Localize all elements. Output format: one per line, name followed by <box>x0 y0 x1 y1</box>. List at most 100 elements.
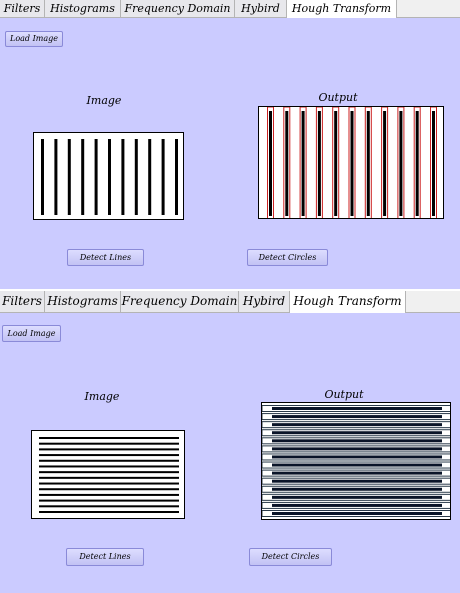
bar <box>81 139 85 215</box>
bar <box>148 139 152 215</box>
bar <box>262 413 450 421</box>
bar <box>262 445 450 453</box>
output-image <box>261 402 451 520</box>
tab-hybird[interactable]: Hybird <box>239 291 290 312</box>
detect-circles-button[interactable]: Detect Circles <box>249 548 332 566</box>
bar <box>161 139 165 215</box>
bar <box>39 448 179 451</box>
bar <box>121 139 125 215</box>
detect-lines-button[interactable]: Detect Lines <box>66 548 144 566</box>
bar <box>272 407 442 410</box>
bar <box>262 453 450 461</box>
input-image <box>31 430 185 519</box>
bar <box>39 459 179 462</box>
bar <box>272 512 442 515</box>
bar <box>267 107 274 218</box>
tab-histograms[interactable]: Histograms <box>45 0 121 17</box>
bar <box>413 107 421 218</box>
bar <box>383 111 387 216</box>
bar <box>350 111 354 216</box>
bar <box>272 487 442 491</box>
image-label: Image <box>86 94 122 107</box>
bar <box>39 505 179 508</box>
bar <box>41 139 44 215</box>
tab-histograms[interactable]: Histograms <box>45 291 121 312</box>
bar <box>430 107 437 218</box>
bar <box>415 111 419 216</box>
bar <box>39 454 179 457</box>
tab-filters[interactable]: Filters <box>0 291 45 312</box>
bar <box>175 139 178 215</box>
bar <box>432 111 435 216</box>
bar <box>397 107 405 218</box>
bar <box>39 488 179 491</box>
bar <box>262 485 450 493</box>
bar <box>262 477 450 485</box>
bar <box>67 139 71 215</box>
tab-frequency-domain[interactable]: Frequency Domain <box>121 291 239 312</box>
bar <box>364 107 372 218</box>
tab-hough-transform[interactable]: Hough Transform <box>290 291 406 313</box>
detect-lines-button[interactable]: Detect Lines <box>67 249 144 266</box>
bar <box>317 111 321 216</box>
bar <box>39 493 179 496</box>
bar <box>272 503 442 507</box>
bar <box>262 510 450 517</box>
bar <box>262 461 450 469</box>
load-image-button[interactable]: Load Image <box>5 31 63 47</box>
detect-circles-button[interactable]: Detect Circles <box>247 249 328 266</box>
bar <box>381 107 389 218</box>
input-image <box>33 132 184 220</box>
bar <box>262 421 450 429</box>
bar <box>39 499 179 502</box>
bar <box>272 463 442 467</box>
bar <box>272 447 442 451</box>
bar <box>262 437 450 445</box>
bar <box>301 111 305 216</box>
output-label: Output <box>318 91 358 104</box>
bar <box>399 111 403 216</box>
bar <box>108 139 111 215</box>
hough-view-horizontal: Filters Histograms Frequency Domain Hybi… <box>0 291 460 593</box>
tab-frequency-domain[interactable]: Frequency Domain <box>121 0 235 17</box>
bar <box>262 493 450 501</box>
bar <box>39 511 179 513</box>
bar <box>39 442 179 445</box>
tab-hough-transform[interactable]: Hough Transform <box>287 0 397 18</box>
bar <box>39 437 179 439</box>
bar <box>39 482 179 485</box>
bar <box>285 111 289 216</box>
bar <box>39 471 179 474</box>
bar <box>54 139 58 215</box>
bar <box>272 415 442 419</box>
tab-filters[interactable]: Filters <box>0 0 45 17</box>
bar <box>94 139 98 215</box>
bar <box>272 479 442 483</box>
bar <box>315 107 323 218</box>
view-divider <box>0 289 460 291</box>
bar <box>283 107 291 218</box>
bar <box>332 107 340 218</box>
bar <box>272 431 442 435</box>
bar <box>366 111 370 216</box>
output-image <box>258 106 444 219</box>
tab-hybird[interactable]: Hybird <box>235 0 287 17</box>
bar <box>272 455 442 459</box>
bar <box>134 139 138 215</box>
bar <box>262 469 450 477</box>
bar <box>262 501 450 509</box>
bar <box>299 107 307 218</box>
image-label: Image <box>84 390 120 403</box>
bar <box>39 476 179 479</box>
bar <box>262 405 450 412</box>
bar <box>334 111 338 216</box>
bar <box>262 429 450 437</box>
bar <box>348 107 356 218</box>
bar <box>272 471 442 475</box>
output-label: Output <box>324 388 364 401</box>
bar <box>39 465 179 468</box>
tab-bar: Filters Histograms Frequency Domain Hybi… <box>0 291 460 313</box>
bar <box>272 439 442 443</box>
bar <box>269 111 272 216</box>
load-image-button[interactable]: Load Image <box>2 325 61 342</box>
